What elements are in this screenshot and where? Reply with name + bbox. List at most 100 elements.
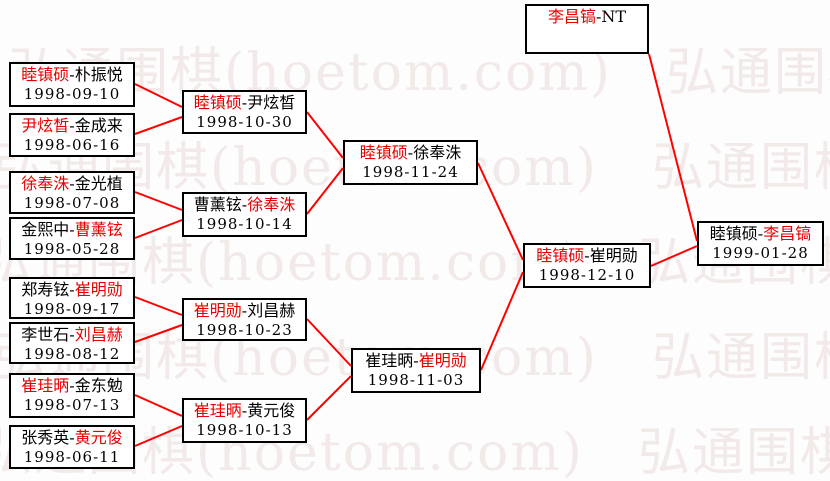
match-date: 1998-09-17	[23, 300, 121, 318]
match-box-r16-5: 郑寿铉-崔明勋 1998-09-17	[9, 277, 135, 319]
separator: -	[595, 7, 602, 26]
match-date: 1998-10-30	[196, 113, 293, 131]
match-players: 崔珪昞-金东勉	[11, 376, 133, 396]
match-players: 睦镇硕-朴振悦	[11, 65, 133, 85]
match-players: 睦镇硕-崔明勋	[525, 246, 649, 266]
match-players: 睦镇硕-尹炫晳	[184, 93, 305, 113]
match-box-sf-2: 崔珪昞-崔明勋 1998-11-03	[351, 348, 481, 393]
match-date: 1998-10-13	[196, 421, 293, 439]
match-box-qf-3: 崔明勋-刘昌赫 1998-10-23	[182, 298, 307, 341]
player-name: 崔珪昞	[193, 401, 242, 420]
match-box-sf-1: 睦镇硕-徐奉洙 1998-11-24	[343, 140, 478, 185]
match-players: 睦镇硕-李昌镐	[699, 224, 822, 244]
match-date: 1998-09-10	[23, 85, 121, 103]
match-players: 李世石-刘昌赫	[11, 325, 133, 345]
separator: -	[69, 280, 75, 299]
match-box-qf-2: 曹薰铉-徐奉洙 1998-10-14	[182, 192, 307, 237]
player-name: 徐奉洙	[247, 195, 296, 214]
player-name: 金熙中	[21, 220, 70, 239]
match-date: 1998-05-28	[23, 240, 121, 258]
separator: -	[241, 401, 248, 420]
match-players: 张秀英-黄元俊	[11, 428, 133, 448]
match-players: 郑寿铉-崔明勋	[11, 280, 133, 300]
match-box-qf-4: 崔珪昞-黄元俊 1998-10-13	[182, 398, 307, 443]
player-name: 崔明勋	[589, 246, 638, 265]
match-players: 徐奉洙-金光植	[11, 174, 133, 194]
match-date: 1998-10-14	[196, 215, 293, 233]
match-date: 1998-06-11	[23, 448, 121, 466]
player-name: 崔明勋	[74, 280, 123, 299]
match-date: 1998-06-16	[23, 136, 121, 154]
separator: -	[584, 246, 590, 265]
separator: -	[69, 174, 75, 193]
match-players: 曹薰铉-徐奉洙	[184, 195, 305, 215]
match-date: 1998-12-10	[538, 266, 636, 284]
player-name: 崔明勋	[418, 351, 467, 370]
separator: -	[407, 143, 414, 162]
match-date: 1998-08-12	[23, 345, 121, 363]
match-box-r16-3: 徐奉洙-金光植 1998-07-08	[9, 171, 135, 214]
player-name: 徐奉洙	[21, 174, 70, 193]
separator: -	[241, 93, 248, 112]
player-name: 曹薰铉	[74, 220, 123, 239]
player-name: 刘昌赫	[74, 325, 123, 344]
player-name: 李昌镐	[547, 7, 596, 26]
player-name: 朴振悦	[74, 65, 123, 84]
separator: -	[69, 428, 75, 447]
match-players: 李昌镐-NT	[527, 7, 647, 27]
player-name: 睦镇硕	[359, 143, 408, 162]
player-name: 尹炫晳	[21, 116, 70, 135]
match-date: 1998-11-24	[362, 163, 459, 181]
match-date: 1998-07-08	[23, 194, 121, 212]
match-box-qf-1: 睦镇硕-尹炫晳 1998-10-30	[182, 90, 307, 134]
match-date: 1998-11-03	[367, 371, 465, 389]
separator: -	[69, 220, 75, 239]
player-name: 刘昌赫	[247, 301, 296, 320]
player-name: 黄元俊	[247, 401, 296, 420]
match-box-r16-6: 李世石-刘昌赫 1998-08-12	[9, 322, 135, 364]
match-players: 崔珪昞-崔明勋	[353, 351, 479, 371]
player-name: 睦镇硕	[21, 65, 70, 84]
player-name: 睦镇硕	[193, 93, 242, 112]
player-name: 尹炫晳	[247, 93, 296, 112]
player-name: 金光植	[74, 174, 123, 193]
match-box-r16-1: 睦镇硕-朴振悦 1998-09-10	[9, 62, 135, 107]
match-players: 崔明勋-刘昌赫	[184, 301, 305, 321]
separator: -	[69, 376, 75, 395]
match-box-r16-8: 张秀英-黄元俊 1998-06-11	[9, 425, 135, 469]
match-players: 金熙中-曹薰铉	[11, 220, 133, 240]
player-name: 李昌镐	[763, 224, 812, 243]
player-name: 金东勉	[74, 376, 123, 395]
separator: -	[241, 301, 248, 320]
titleholder-box: 李昌镐-NT	[525, 4, 649, 54]
separator: -	[69, 116, 75, 135]
match-date: 1998-10-23	[196, 321, 293, 339]
player-name: 睦镇硕	[536, 246, 585, 265]
player-name: 黄元俊	[74, 428, 123, 447]
player-name: 崔明勋	[193, 301, 242, 320]
player-name: NT	[601, 7, 627, 26]
match-box-r16-4: 金熙中-曹薰铉 1998-05-28	[9, 217, 135, 260]
player-name: 金成来	[74, 116, 123, 135]
match-players: 崔珪昞-黄元俊	[184, 401, 305, 421]
separator: -	[757, 224, 764, 243]
player-name: 郑寿铉	[21, 280, 70, 299]
separator: -	[413, 351, 419, 370]
player-name: 徐奉洙	[413, 143, 462, 162]
player-name: 李世石	[21, 325, 70, 344]
match-box-r16-2: 尹炫晳-金成来 1998-06-16	[9, 113, 135, 157]
player-name: 张秀英	[21, 428, 70, 447]
separator: -	[241, 195, 248, 214]
match-date: 1999-01-28	[712, 244, 809, 262]
separator: -	[69, 325, 75, 344]
player-name: 睦镇硕	[709, 224, 758, 243]
match-players: 尹炫晳-金成来	[11, 116, 133, 136]
player-name: 崔珪昞	[21, 376, 70, 395]
separator: -	[69, 65, 75, 84]
match-box-title-match: 睦镇硕-李昌镐 1999-01-28	[697, 221, 824, 266]
match-box-r16-7: 崔珪昞-金东勉 1998-07-13	[9, 373, 135, 418]
match-players: 睦镇硕-徐奉洙	[345, 143, 476, 163]
match-box-challenger-final: 睦镇硕-崔明勋 1998-12-10	[523, 243, 651, 288]
player-name: 曹薰铉	[193, 195, 242, 214]
